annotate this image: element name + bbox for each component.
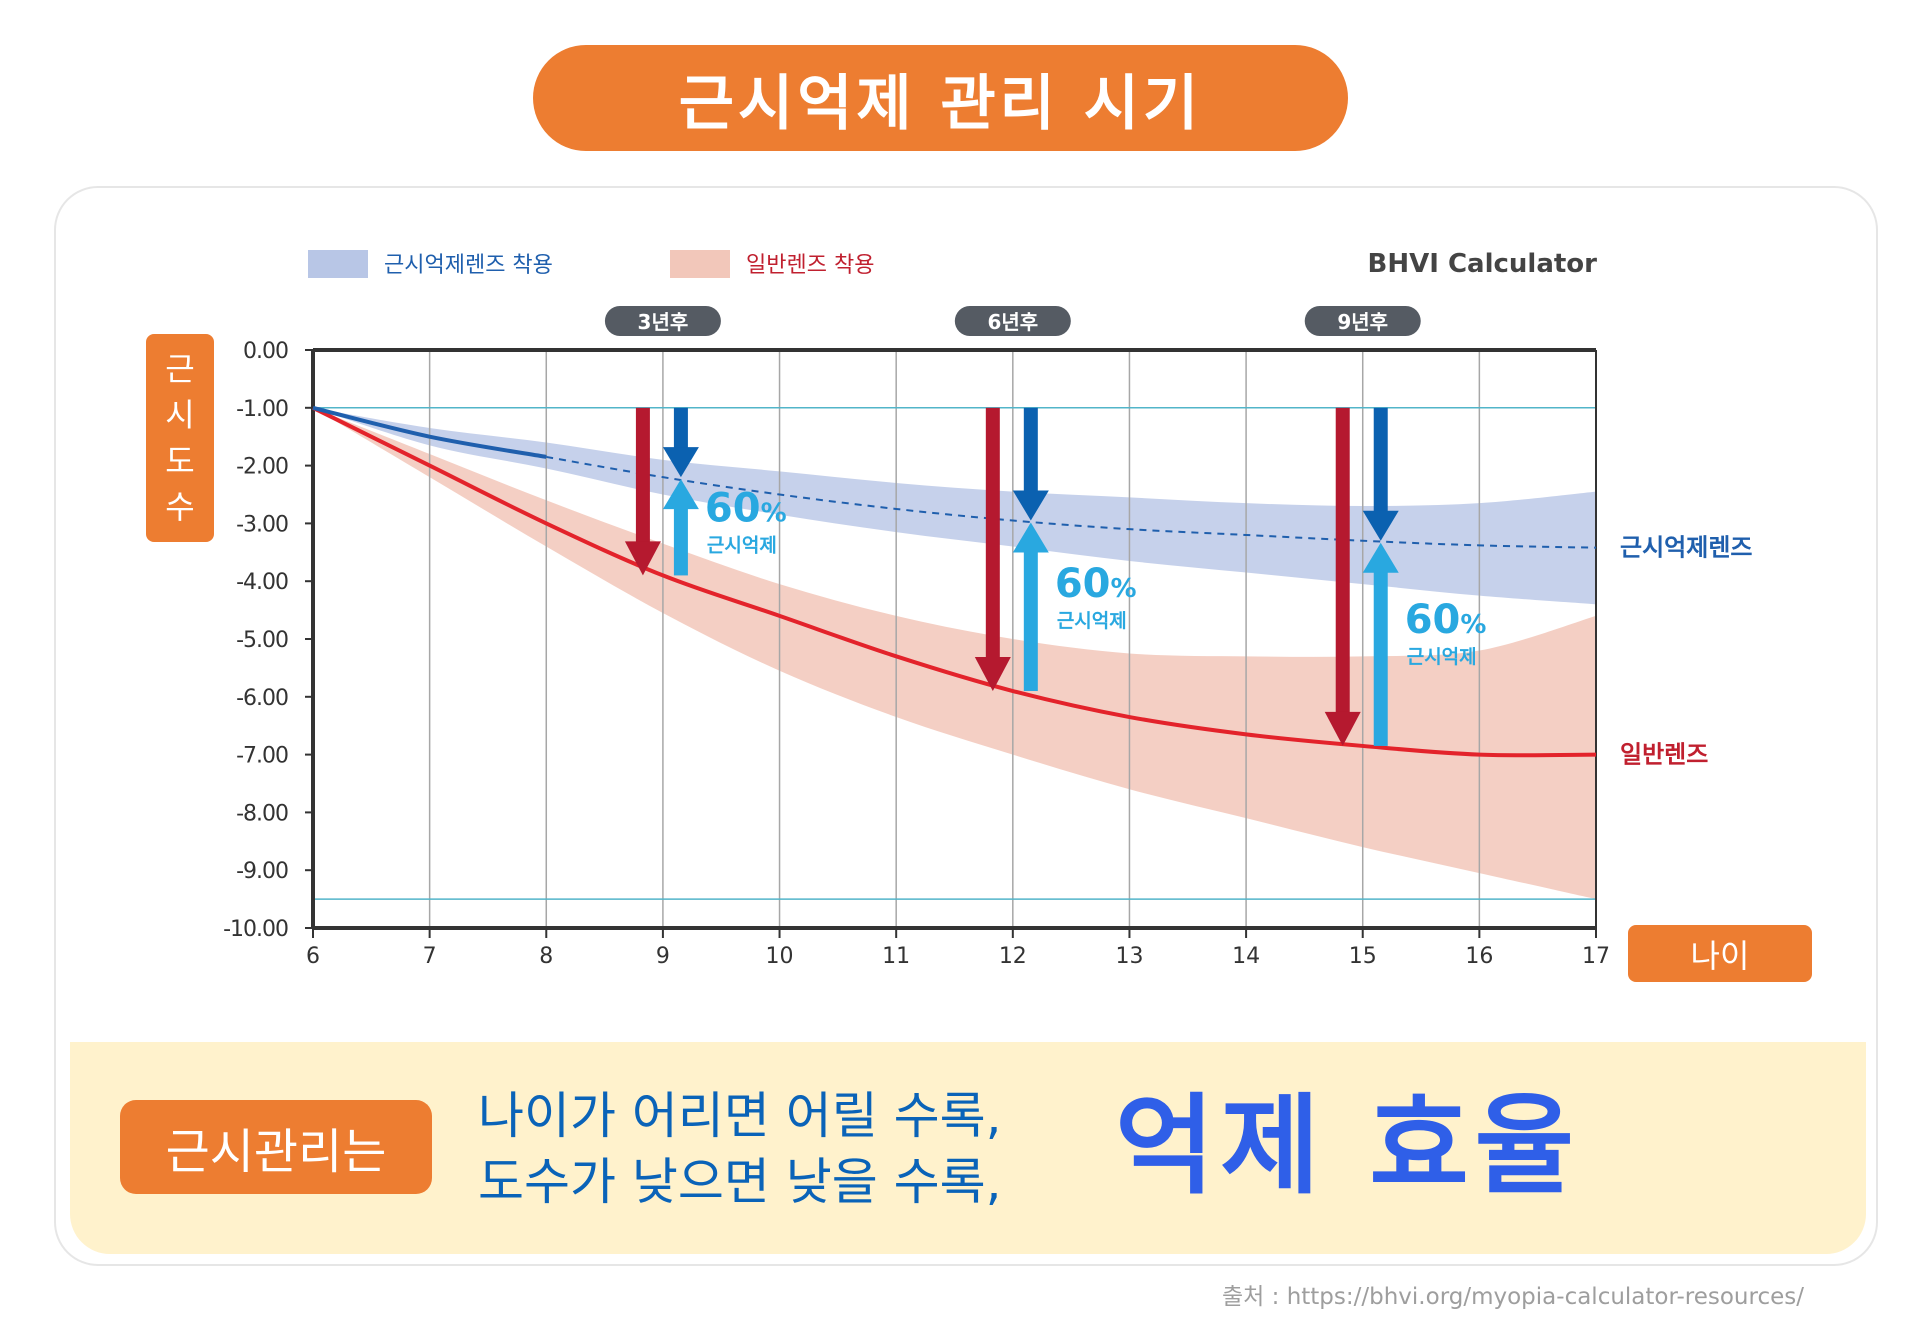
year-tag-bg bbox=[604, 306, 721, 336]
suppression-arrow-shaft bbox=[1373, 568, 1388, 746]
regular-arrow-head bbox=[1324, 711, 1361, 746]
regular-arrow-shaft bbox=[1335, 407, 1350, 716]
x-tick-label: 10 bbox=[766, 944, 794, 969]
y-axis-label-char: 도 bbox=[165, 442, 195, 480]
x-tick-label: 13 bbox=[1115, 944, 1143, 969]
summary-emphasis: 억제 효율 bbox=[1115, 1084, 1581, 1209]
year-tag-label: 3년후 bbox=[638, 310, 689, 334]
control-arrow-shaft bbox=[673, 407, 688, 450]
summary-line-2: 도수가 낮으면 낮을 수록, bbox=[478, 1153, 1002, 1211]
page-title: 근시억제 관리 시기 bbox=[533, 45, 1348, 151]
suppression-arrow-head bbox=[1362, 542, 1399, 573]
y-tick-label: 0.00 bbox=[243, 339, 288, 364]
y-tick-label: -3.00 bbox=[236, 512, 288, 537]
x-tick-label: 15 bbox=[1349, 944, 1377, 969]
y-tick-label: -4.00 bbox=[236, 570, 288, 595]
suppression-arrow-head bbox=[662, 479, 699, 510]
year-tag-bg bbox=[954, 306, 1071, 336]
y-tick-label: -1.00 bbox=[236, 397, 288, 422]
year-tag: 3년후 bbox=[604, 306, 721, 336]
control-arrow-head bbox=[662, 447, 699, 478]
suppression-label: 근시억제 bbox=[707, 534, 777, 556]
suppression-percent: 60% bbox=[705, 485, 787, 531]
y-tick-label: -9.00 bbox=[236, 859, 288, 884]
series-line-control-solid bbox=[312, 405, 547, 459]
y-axis-label-char: 근 bbox=[165, 350, 195, 388]
summary-line-1: 나이가 어리면 어릴 수록, bbox=[478, 1087, 1002, 1145]
y-tick-label: -5.00 bbox=[236, 628, 288, 653]
x-tick-label: 9 bbox=[656, 944, 670, 969]
y-tick-label: -10.00 bbox=[223, 917, 288, 942]
x-tick-label: 8 bbox=[539, 944, 553, 969]
y-tick-label: -6.00 bbox=[236, 686, 288, 711]
series-line-regular bbox=[312, 406, 1597, 758]
regular-arrow-shaft bbox=[985, 407, 1000, 662]
x-tick-label: 14 bbox=[1232, 944, 1260, 969]
suppression-label: 근시억제 bbox=[1057, 610, 1127, 632]
source-credit: 출처 : https://bhvi.org/myopia-calculator-… bbox=[1222, 1284, 1804, 1310]
x-tick-label: 16 bbox=[1465, 944, 1493, 969]
suppression-label: 근시억제 bbox=[1407, 646, 1477, 668]
suppression-arrow-head bbox=[1012, 522, 1049, 553]
x-tick-label: 6 bbox=[306, 944, 320, 969]
legend-label-regular: 일반렌즈 착용 bbox=[746, 253, 874, 278]
control-arrow-shaft bbox=[1023, 407, 1038, 493]
suppression-arrow-shaft bbox=[673, 505, 688, 576]
bhvi-watermark: BHVI Calculator bbox=[1368, 249, 1598, 279]
legend-label-control: 근시억제렌즈 착용 bbox=[384, 253, 553, 278]
series-label-control: 근시억제렌즈 bbox=[1620, 534, 1752, 562]
x-tick-label: 12 bbox=[999, 944, 1027, 969]
y-axis-label-char: 시 bbox=[165, 396, 195, 434]
band-regular bbox=[313, 407, 1596, 900]
year-tag: 6년후 bbox=[954, 306, 1071, 336]
year-tag-label: 6년후 bbox=[987, 310, 1038, 334]
y-tick-label: -7.00 bbox=[236, 744, 288, 769]
legend-swatch-control bbox=[308, 250, 368, 278]
regular-arrow-head bbox=[974, 657, 1011, 692]
y-axis-label: 근 시 도 수 bbox=[146, 334, 214, 542]
suppression-arrow-shaft bbox=[1023, 548, 1038, 692]
y-tick-label: -8.00 bbox=[236, 801, 288, 826]
year-tag-label: 9년후 bbox=[1337, 310, 1388, 334]
x-tick-label: 17 bbox=[1582, 944, 1610, 969]
control-arrow-head bbox=[1012, 490, 1049, 521]
y-tick-label: -2.00 bbox=[236, 455, 288, 480]
year-tag: 9년후 bbox=[1304, 306, 1421, 336]
legend-swatch-regular bbox=[670, 250, 730, 278]
band-control bbox=[313, 407, 1596, 605]
y-axis-label-char: 수 bbox=[165, 488, 195, 526]
summary-pill: 근시관리는 bbox=[120, 1100, 432, 1194]
suppression-percent: 60% bbox=[1055, 561, 1137, 607]
summary-text: 나이가 어리면 어릴 수록, 도수가 낮으면 낮을 수록, bbox=[478, 1083, 1002, 1215]
suppression-percent: 60% bbox=[1405, 597, 1487, 643]
regular-arrow-head bbox=[624, 541, 661, 576]
year-tag-bg bbox=[1304, 306, 1421, 336]
x-tick-label: 7 bbox=[423, 944, 437, 969]
regular-arrow-shaft bbox=[635, 407, 650, 546]
x-axis-label: 나이 bbox=[1628, 925, 1812, 982]
control-arrow-head bbox=[1362, 510, 1399, 541]
x-tick-label: 11 bbox=[882, 944, 910, 969]
control-arrow-shaft bbox=[1373, 407, 1388, 513]
series-label-regular: 일반렌즈 bbox=[1620, 741, 1708, 769]
